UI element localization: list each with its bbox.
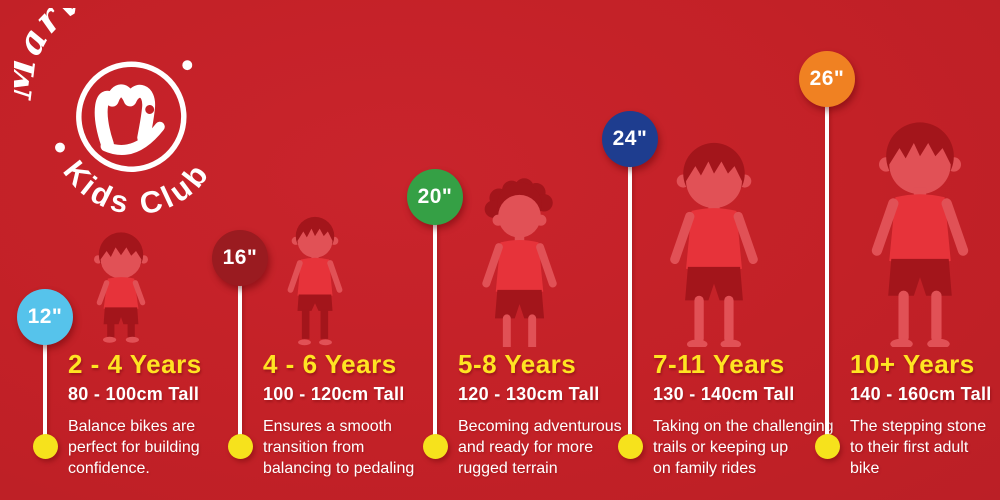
timeline-pole: [238, 258, 242, 446]
age-range: 2 - 4 Years: [68, 349, 202, 379]
size-info: 4 - 6 Years 100 - 120cm Tall Ensures a s…: [263, 349, 463, 479]
age-range: 7-11 Years: [653, 349, 785, 379]
height-range: 130 - 140cm Tall: [653, 384, 795, 404]
height-range: 100 - 120cm Tall: [263, 384, 405, 404]
timeline-pole: [43, 318, 47, 446]
timeline-pole: [825, 79, 829, 446]
age-range: 4 - 6 Years: [263, 349, 397, 379]
kid-illustration: [85, 227, 157, 347]
marvel-kids-club-logo: Marvel Kids Club: [14, 8, 220, 216]
size-description: Taking on the challenging trails or keep…: [653, 418, 834, 477]
logo-dot: [55, 142, 65, 153]
size-description: Balance bikes are perfect for building c…: [68, 418, 200, 477]
logo-club-text: Kids Club: [55, 145, 220, 216]
kid-illustration: [472, 171, 567, 347]
wheel-size-label: 26": [809, 67, 845, 90]
wheel-size-badge: 26": [799, 51, 855, 107]
wheel-size-badge: 20": [407, 169, 463, 225]
logo-eye-dot: [145, 105, 155, 114]
size-info: 7-11 Years 130 - 140cm Tall Taking on th…: [653, 349, 853, 479]
age-range: 10+ Years: [850, 349, 975, 379]
timeline-dot: [423, 434, 448, 459]
kid-illustration: [280, 207, 350, 347]
size-info: 2 - 4 Years 80 - 100cm Tall Balance bike…: [68, 349, 268, 479]
size-description: The stepping stone to their first adult …: [850, 418, 987, 477]
size-info: 5-8 Years 120 - 130cm Tall Becoming adve…: [458, 349, 658, 479]
logo-ring: [76, 61, 187, 172]
logo-dot: [182, 60, 193, 71]
logo-m-mark: [94, 84, 155, 151]
timeline-pole: [433, 197, 437, 446]
kid-illustration: [858, 105, 982, 347]
size-info: 10+ Years 140 - 160cm Tall The stepping …: [850, 349, 1000, 479]
timeline-dot: [815, 434, 840, 459]
wheel-size-label: 20": [417, 185, 453, 208]
kid-illustration: [658, 127, 770, 347]
height-range: 80 - 100cm Tall: [68, 384, 200, 404]
wheel-size-label: 24": [612, 127, 648, 150]
wheel-size-label: 16": [222, 246, 258, 269]
size-description: Becoming adventurous and ready for more …: [458, 418, 622, 477]
wheel-size-badge: 16": [212, 230, 268, 286]
timeline-dot: [33, 434, 58, 459]
wheel-size-badge: 24": [602, 111, 658, 167]
timeline-dot: [228, 434, 253, 459]
size-description: Ensures a smooth transition from balanci…: [263, 418, 415, 477]
wheel-size-label: 12": [27, 305, 63, 328]
height-range: 140 - 160cm Tall: [850, 384, 992, 404]
timeline-dot: [618, 434, 643, 459]
wheel-size-badge: 12": [17, 289, 73, 345]
timeline-pole: [628, 139, 632, 446]
logo-swoosh: [100, 121, 165, 155]
height-range: 120 - 130cm Tall: [458, 384, 600, 404]
age-range: 5-8 Years: [458, 349, 577, 379]
